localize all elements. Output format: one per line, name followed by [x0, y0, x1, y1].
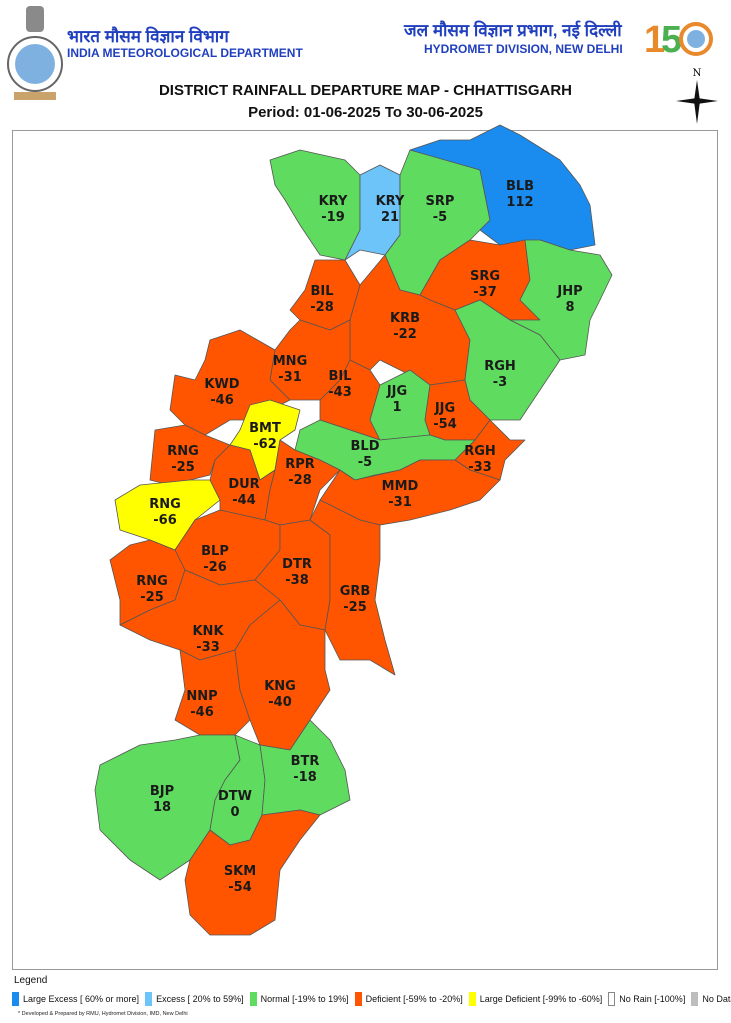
legend-label: Normal [-19% to 19%] [260, 994, 349, 1004]
district-label: BMT -62 [249, 421, 281, 452]
district-label: GRB -25 [340, 584, 371, 615]
legend-swatch [691, 992, 699, 1006]
legend-swatch [249, 992, 257, 1006]
legend-label: Deficient [-59% to -20%] [365, 994, 463, 1004]
district-label: RNG -25 [136, 574, 168, 605]
district-jhp[interactable] [509, 239, 613, 361]
district-btr[interactable] [259, 719, 351, 816]
legend-item-no-data: No Data [691, 992, 731, 1006]
district-label: BLB 112 [506, 179, 534, 210]
legend-label: Excess [ 20% to 59%] [156, 994, 244, 1004]
legend-item-normal: Normal [-19% to 19%] [249, 992, 349, 1006]
district-label: SKM -54 [224, 864, 256, 895]
district-label: DTW 0 [218, 789, 252, 820]
district-label: KNG -40 [264, 679, 296, 710]
svg-text:N: N [693, 68, 702, 79]
legend: Large Excess [ 60% or more] Excess [ 20% … [12, 992, 731, 1006]
district-label: JHP 8 [556, 284, 582, 315]
org-english-name: INDIA METEOROLOGICAL DEPARTMENT [67, 46, 303, 60]
legend-item-no-rain: No Rain [-100%] [608, 992, 685, 1006]
legend-swatch [12, 992, 19, 1006]
legend-title: Legend [14, 975, 48, 986]
district-label: JJG -54 [433, 401, 457, 432]
legend-label: Large Excess [ 60% or more] [23, 994, 140, 1004]
credit-note: * Developed & Prepared by RMU, Hydromet … [18, 1011, 188, 1017]
svg-text:5: 5 [661, 19, 682, 61]
district-label: JJG 1 [386, 384, 407, 415]
district-label: BTR -18 [291, 754, 320, 785]
district-label: NNP -46 [186, 689, 217, 720]
legend-swatch [608, 992, 616, 1006]
legend-swatch [468, 992, 476, 1006]
district-nnp[interactable] [174, 649, 251, 736]
district-label: KRY 21 [376, 194, 405, 225]
district-label: RPR -28 [285, 457, 315, 488]
district-rng[interactable] [149, 424, 231, 486]
north-arrow-icon: N [676, 68, 718, 124]
district-label: BJP 18 [150, 784, 174, 815]
map-title: DISTRICT RAINFALL DEPARTURE MAP - CHHATT… [158, 82, 573, 99]
imd-emblem-logo [7, 6, 63, 100]
division-english-name: HYDROMET DIVISION, NEW DELHI [424, 42, 623, 56]
district-label: MMD -31 [382, 479, 419, 510]
map-frame [12, 130, 718, 970]
district-label: DTR -38 [282, 557, 312, 588]
org-hindi-name: भारत मौसम विज्ञान विभाग [67, 27, 229, 46]
division-hindi-name: जल मौसम विज्ञान प्रभाग, नई दिल्ली [404, 21, 622, 40]
district-label: BIL -43 [328, 369, 352, 400]
svg-text:1: 1 [644, 19, 665, 61]
district-label: RNG -66 [149, 497, 181, 528]
district-label: KRY -19 [319, 194, 348, 225]
district-label: RNG -25 [167, 444, 199, 475]
legend-item-large-deficient: Large Deficient [-99% to -60%] [468, 992, 603, 1006]
district-skm[interactable] [184, 809, 321, 936]
map-period: Period: 01-06-2025 To 30-06-2025 [248, 104, 483, 121]
district-rng[interactable] [114, 479, 221, 551]
district-grb[interactable] [309, 499, 396, 676]
legend-label: No Rain [-100%] [619, 994, 686, 1004]
district-label: SRG -37 [470, 269, 500, 300]
district-blb[interactable] [409, 124, 596, 251]
district-label: RGH -33 [464, 444, 496, 475]
district-label: KNK -33 [192, 624, 224, 655]
district-label: RGH -3 [484, 359, 516, 390]
legend-item-large-excess: Large Excess [ 60% or more] [12, 992, 139, 1006]
district-kng[interactable] [234, 599, 331, 751]
legend-item-deficient: Deficient [-59% to -20%] [354, 992, 463, 1006]
district-label: SRP -5 [426, 194, 455, 225]
district-label: KRB -22 [390, 311, 420, 342]
district-label: MNG -31 [273, 354, 308, 385]
district-label: BLD -5 [351, 439, 380, 470]
legend-label: Large Deficient [-99% to -60%] [479, 994, 603, 1004]
district-label: KWD -46 [204, 377, 239, 408]
legend-label: No Data [702, 994, 731, 1004]
district-label: BIL -28 [310, 284, 334, 315]
legend-item-excess: Excess [ 20% to 59%] [145, 992, 244, 1006]
legend-swatch [354, 992, 362, 1006]
district-label: DUR -44 [228, 477, 259, 508]
imd-150-years-logo: 1 5 [644, 19, 713, 61]
legend-swatch [145, 992, 153, 1006]
district-label: BLP -26 [201, 544, 229, 575]
